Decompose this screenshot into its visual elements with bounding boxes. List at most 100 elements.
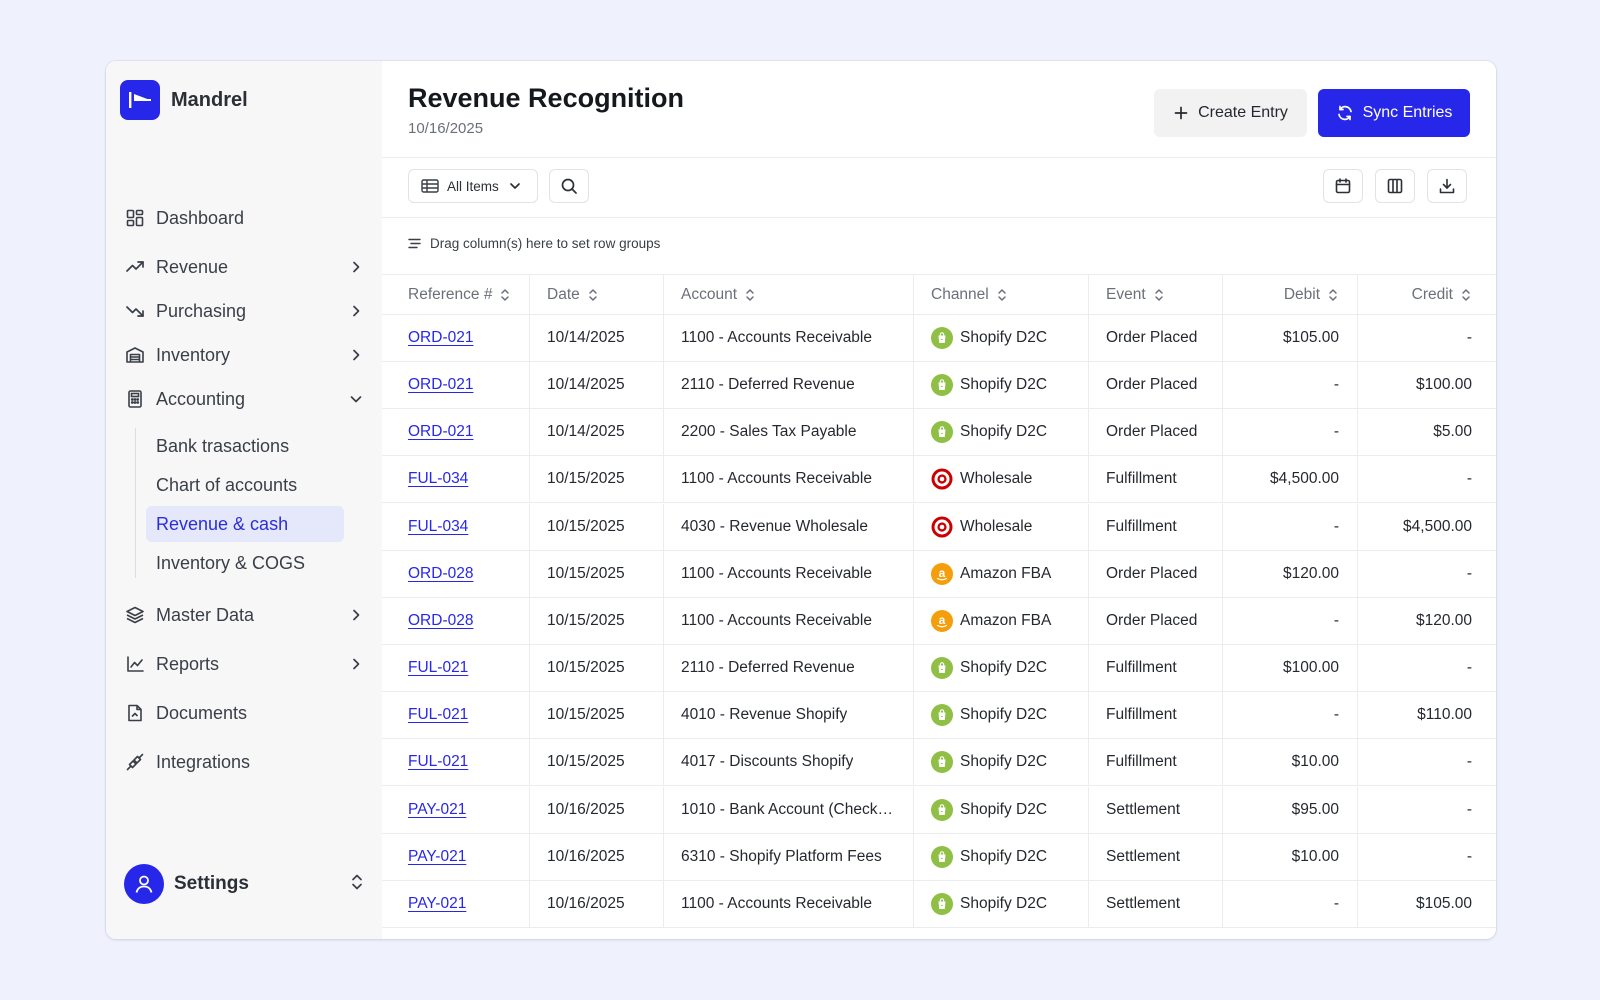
table-row[interactable]: ORD-028 10/15/2025 1100 - Accounts Receiva… — [382, 550, 1496, 598]
row-group-hint: Drag column(s) here to set row groups — [430, 236, 661, 251]
table-row[interactable]: FUL-021 10/15/2025 4010 - Revenue Shopify S… — [382, 692, 1496, 740]
sync-entries-label: Sync Entries — [1362, 104, 1453, 121]
column-header-channel[interactable]: Channel — [914, 275, 1089, 314]
table-row[interactable]: FUL-021 10/15/2025 4017 - Discounts Shopif… — [382, 739, 1496, 787]
table-row[interactable]: FUL-021 10/15/2025 2110 - Deferred Revenue… — [382, 645, 1496, 693]
date-filter-button[interactable] — [1323, 169, 1363, 203]
columns-button[interactable] — [1375, 169, 1415, 203]
svg-text:a: a — [939, 566, 946, 580]
create-entry-button[interactable]: Create Entry — [1154, 89, 1307, 137]
column-header-event[interactable]: Event — [1089, 275, 1223, 314]
reference-link[interactable]: ORD-028 — [408, 611, 474, 629]
sidebar-subitem-revenue-cash[interactable]: Revenue & cash — [146, 506, 344, 542]
sort-icon — [996, 288, 1008, 302]
debit-value: $10.00 — [1291, 753, 1339, 771]
table-row[interactable]: FUL-034 10/15/2025 4030 - Revenue Wholesal… — [382, 503, 1496, 551]
sidebar-subitem-inventory-cogs[interactable]: Inventory & COGS — [156, 552, 306, 573]
credit-value: $110.00 — [1417, 706, 1472, 724]
sidebar-item-dashboard[interactable]: Dashboard — [124, 201, 364, 235]
table-row[interactable]: FUL-034 10/15/2025 1100 - Accounts Receiva… — [382, 456, 1496, 504]
table-row[interactable]: ORD-021 10/14/2025 1100 - Accounts Receiva… — [382, 315, 1496, 362]
reference-link[interactable]: PAY-021 — [408, 847, 467, 865]
reference-link[interactable]: FUL-021 — [408, 753, 469, 771]
cell-credit: $110.00 — [1358, 692, 1496, 738]
table-row[interactable]: PAY-021 10/16/2025 1010 - Bank Account (Ch… — [382, 786, 1496, 834]
channel-label: Shopify D2C — [960, 376, 1048, 394]
reference-link[interactable]: FUL-021 — [408, 706, 469, 724]
account-value: 1100 - Accounts Receivable — [681, 894, 872, 912]
sidebar-subitem-bank-transactions[interactable]: Bank trasactions — [156, 435, 290, 456]
create-entry-label: Create Entry — [1198, 104, 1288, 121]
reference-link[interactable]: PAY-021 — [408, 800, 467, 818]
column-header-debit[interactable]: Debit — [1223, 275, 1358, 314]
shopify-logo-icon — [931, 751, 953, 774]
cell-channel: Shopify D2C — [914, 409, 1089, 456]
calculator-icon — [124, 388, 146, 410]
view-select[interactable]: All Items — [408, 169, 538, 203]
column-header-account[interactable]: Account — [664, 275, 914, 314]
table-row[interactable]: PAY-021 10/16/2025 1100 - Accounts Receiva… — [382, 880, 1496, 928]
cell-account: 2110 - Deferred Revenue — [664, 645, 914, 692]
reference-link[interactable]: FUL-034 — [408, 470, 469, 488]
channel-label: Shopify D2C — [960, 847, 1048, 865]
column-header-date[interactable]: Date — [530, 275, 664, 314]
sort-icon — [1460, 288, 1472, 302]
columns-icon — [1386, 177, 1404, 195]
search-button[interactable] — [549, 169, 589, 203]
event-value: Order Placed — [1106, 329, 1198, 346]
event-value: Fulfillment — [1106, 659, 1177, 677]
chevron-down-icon — [509, 180, 521, 192]
debit-value: - — [1333, 611, 1339, 629]
column-header-reference[interactable]: Reference # — [382, 275, 530, 314]
settings-menu[interactable]: Settings — [124, 864, 364, 904]
cell-channel: Shopify D2C — [914, 645, 1089, 692]
cell-event: Order Placed — [1089, 362, 1223, 409]
sync-entries-button[interactable]: Sync Entries — [1318, 89, 1470, 137]
refresh-icon — [1336, 104, 1354, 122]
cell-credit: - — [1358, 315, 1496, 361]
chevron-right-icon — [348, 607, 364, 623]
date-value: 10/16/2025 — [547, 894, 625, 912]
sidebar-item-inventory[interactable]: Inventory — [124, 338, 364, 372]
cell-event: Order Placed — [1089, 409, 1223, 456]
sidebar-item-master-data[interactable]: Master Data — [124, 598, 364, 632]
sidebar-item-revenue[interactable]: Revenue — [124, 250, 364, 284]
reference-link[interactable]: FUL-021 — [408, 659, 469, 677]
chevron-updown-icon — [350, 873, 364, 896]
cell-debit: $10.00 — [1223, 739, 1358, 786]
cell-date: 10/16/2025 — [530, 833, 664, 880]
sidebar-item-documents[interactable]: Documents — [124, 696, 364, 730]
sidebar-item-accounting[interactable]: Accounting — [124, 382, 364, 416]
table-row[interactable]: ORD-021 10/14/2025 2200 - Sales Tax Payabl… — [382, 409, 1496, 457]
reference-link[interactable]: ORD-021 — [408, 376, 474, 394]
cell-channel: Shopify D2C — [914, 362, 1089, 409]
column-header-credit[interactable]: Credit — [1358, 275, 1496, 314]
download-icon — [1438, 177, 1456, 195]
sidebar-item-reports[interactable]: Reports — [124, 647, 364, 681]
reference-link[interactable]: ORD-021 — [408, 423, 474, 441]
page-date: 10/16/2025 — [408, 120, 484, 137]
channel-label: Wholesale — [960, 470, 1033, 488]
sidebar-item-label: Reports — [156, 653, 220, 674]
download-button[interactable] — [1427, 169, 1467, 203]
credit-value: - — [1466, 329, 1472, 346]
sidebar-subitem-chart-of-accounts[interactable]: Chart of accounts — [156, 474, 298, 495]
search-icon — [560, 177, 578, 195]
sidebar-item-integrations[interactable]: Integrations — [124, 745, 364, 779]
cell-date: 10/15/2025 — [530, 692, 664, 739]
reference-link[interactable]: PAY-021 — [408, 894, 467, 912]
reference-link[interactable]: ORD-028 — [408, 564, 474, 582]
event-value: Fulfillment — [1106, 470, 1177, 488]
table-header-row: Reference # Date Account Channel Event Debit C… — [382, 275, 1496, 315]
brand[interactable]: Mandrel — [120, 80, 248, 120]
reference-link[interactable]: FUL-034 — [408, 517, 469, 535]
cell-event: Fulfillment — [1089, 645, 1223, 692]
reference-link[interactable]: ORD-021 — [408, 329, 474, 346]
cell-event: Fulfillment — [1089, 503, 1223, 550]
row-group-dropzone[interactable]: Drag column(s) here to set row groups — [408, 236, 660, 251]
sidebar-item-purchasing[interactable]: Purchasing — [124, 294, 364, 328]
table-row[interactable]: ORD-021 10/14/2025 2110 - Deferred Revenue… — [382, 362, 1496, 410]
table-row[interactable]: ORD-028 10/15/2025 1100 - Accounts Receiva… — [382, 597, 1496, 645]
date-value: 10/15/2025 — [547, 706, 625, 724]
table-row[interactable]: PAY-021 10/16/2025 6310 - Shopify Platform… — [382, 833, 1496, 881]
